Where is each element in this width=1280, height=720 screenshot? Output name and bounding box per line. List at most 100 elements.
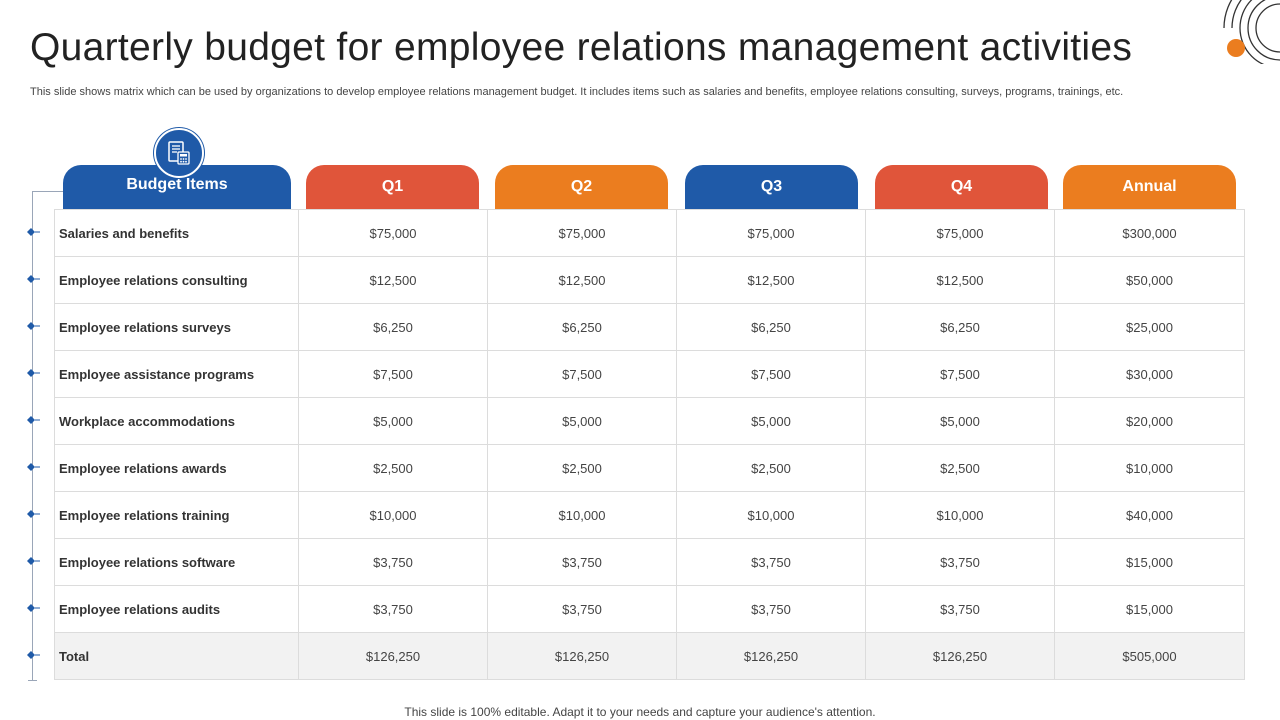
timeline-marker-icon — [27, 416, 40, 424]
timeline-marker-icon — [27, 604, 40, 612]
table-row: Employee assistance programs $7,500 $7,500… — [54, 350, 1245, 398]
timeline-marker-icon — [27, 651, 40, 659]
annual-cell: $20,000 — [1054, 397, 1245, 445]
calculator-document-icon — [154, 128, 204, 178]
table-row: Salaries and benefits $75,000 $75,000 $75,0… — [54, 209, 1245, 257]
q2-cell: $2,500 — [487, 444, 677, 492]
column-header-q3: Q3 — [685, 165, 858, 209]
q4-cell: $2,500 — [865, 444, 1055, 492]
column-header-q4: Q4 — [875, 165, 1048, 209]
q2-cell: $7,500 — [487, 350, 677, 398]
q2-cell: $5,000 — [487, 397, 677, 445]
q3-cell: $10,000 — [676, 491, 866, 539]
column-header-annual: Annual — [1063, 165, 1236, 209]
annual-cell: $505,000 — [1054, 632, 1245, 680]
timeline-line — [32, 191, 33, 681]
table-row: Workplace accommodations $5,000 $5,000 $5,0… — [54, 397, 1245, 445]
q3-cell: $6,250 — [676, 303, 866, 351]
q1-cell: $12,500 — [298, 256, 488, 304]
q3-cell: $3,750 — [676, 538, 866, 586]
column-header-label: Q3 — [760, 178, 783, 195]
annual-cell: $25,000 — [1054, 303, 1245, 351]
slide-subtitle: This slide shows matrix which can be use… — [30, 86, 1124, 98]
q3-cell: $2,500 — [676, 444, 866, 492]
q2-cell: $3,750 — [487, 585, 677, 633]
q2-cell: $12,500 — [487, 256, 677, 304]
slide-footer: This slide is 100% editable. Adapt it to… — [404, 705, 876, 719]
column-header-label: Budget Items — [126, 176, 228, 193]
q4-cell: $10,000 — [865, 491, 1055, 539]
q3-cell: $3,750 — [676, 585, 866, 633]
annual-cell: $50,000 — [1054, 256, 1245, 304]
slide-title: Quarterly budget for employee relations … — [30, 26, 1133, 69]
table-row: Employee relations consulting $12,500 $12,… — [54, 256, 1245, 304]
q4-cell: $75,000 — [865, 209, 1055, 257]
q4-cell: $6,250 — [865, 303, 1055, 351]
budget-item-cell: Salaries and benefits — [54, 209, 299, 257]
column-header-q1: Q1 — [306, 165, 479, 209]
q1-cell: $75,000 — [298, 209, 488, 257]
column-header-label: Q1 — [381, 178, 404, 195]
table-row: Employee relations software $3,750 $3,750 $… — [54, 538, 1245, 586]
table-row: Employee relations awards $2,500 $2,500 $2,… — [54, 444, 1245, 492]
concentric-arcs-decoration-icon — [1223, 0, 1280, 64]
q3-cell: $126,250 — [676, 632, 866, 680]
timeline-connector — [32, 191, 63, 192]
q2-cell: $3,750 — [487, 538, 677, 586]
timeline-marker-icon — [27, 275, 40, 283]
budget-item-cell: Total — [54, 632, 299, 680]
annual-cell: $40,000 — [1054, 491, 1245, 539]
q4-cell: $5,000 — [865, 397, 1055, 445]
table-row: Employee relations surveys $6,250 $6,250 $6… — [54, 303, 1245, 351]
budget-item-cell: Employee relations awards — [54, 444, 299, 492]
column-header-label: Annual — [1122, 178, 1177, 195]
q3-cell: $5,000 — [676, 397, 866, 445]
total-row: Total $126,250 $126,250 $126,250 $126,250 $50… — [54, 632, 1245, 680]
budget-item-cell: Workplace accommodations — [54, 397, 299, 445]
q2-cell: $10,000 — [487, 491, 677, 539]
q4-cell: $12,500 — [865, 256, 1055, 304]
budget-item-cell: Employee relations consulting — [54, 256, 299, 304]
timeline-marker-icon — [27, 557, 40, 565]
q1-cell: $7,500 — [298, 350, 488, 398]
q1-cell: $3,750 — [298, 585, 488, 633]
budget-item-cell: Employee relations training — [54, 491, 299, 539]
q3-cell: $75,000 — [676, 209, 866, 257]
q4-cell: $3,750 — [865, 538, 1055, 586]
timeline-end-tick — [28, 680, 37, 681]
timeline-marker-icon — [27, 510, 40, 518]
q1-cell: $10,000 — [298, 491, 488, 539]
q1-cell: $2,500 — [298, 444, 488, 492]
q1-cell: $126,250 — [298, 632, 488, 680]
q1-cell: $3,750 — [298, 538, 488, 586]
budget-item-cell: Employee relations audits — [54, 585, 299, 633]
timeline-marker-icon — [27, 463, 40, 471]
timeline-marker-icon — [27, 369, 40, 377]
q1-cell: $5,000 — [298, 397, 488, 445]
column-header-label: Q2 — [570, 178, 593, 195]
table-row: Employee relations training $10,000 $10,00… — [54, 491, 1245, 539]
q4-cell: $7,500 — [865, 350, 1055, 398]
q1-cell: $6,250 — [298, 303, 488, 351]
budget-table: Salaries and benefits $75,000 $75,000 $75,0… — [54, 209, 1245, 680]
budget-item-cell: Employee assistance programs — [54, 350, 299, 398]
table-row: Employee relations audits $3,750 $3,750 $3,… — [54, 585, 1245, 633]
annual-cell: $30,000 — [1054, 350, 1245, 398]
q2-cell: $126,250 — [487, 632, 677, 680]
budget-item-cell: Employee relations surveys — [54, 303, 299, 351]
column-header-label: Q4 — [950, 178, 973, 195]
q2-cell: $75,000 — [487, 209, 677, 257]
q4-cell: $3,750 — [865, 585, 1055, 633]
budget-item-cell: Employee relations software — [54, 538, 299, 586]
timeline-marker-icon — [27, 228, 40, 236]
annual-cell: $10,000 — [1054, 444, 1245, 492]
annual-cell: $15,000 — [1054, 538, 1245, 586]
timeline-marker-icon — [27, 322, 40, 330]
column-header-q2: Q2 — [495, 165, 668, 209]
annual-cell: $300,000 — [1054, 209, 1245, 257]
q3-cell: $12,500 — [676, 256, 866, 304]
annual-cell: $15,000 — [1054, 585, 1245, 633]
q3-cell: $7,500 — [676, 350, 866, 398]
q4-cell: $126,250 — [865, 632, 1055, 680]
q2-cell: $6,250 — [487, 303, 677, 351]
